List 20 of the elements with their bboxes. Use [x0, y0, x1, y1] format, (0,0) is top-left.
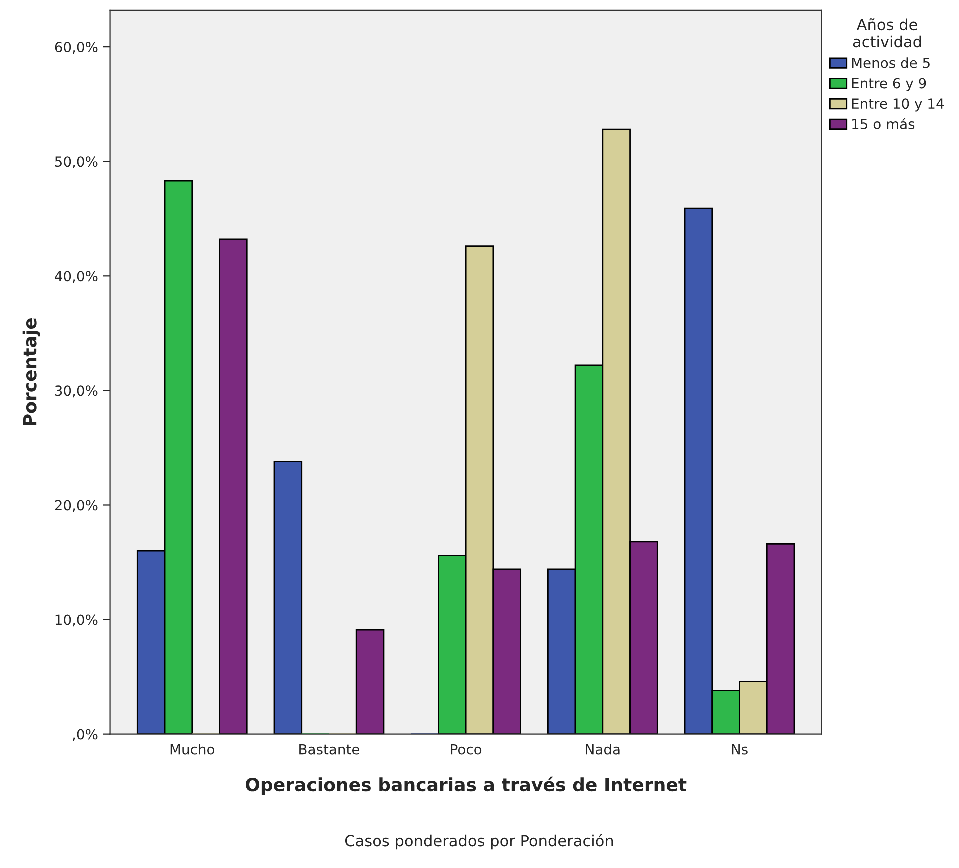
x-tick-label: Ns	[732, 744, 748, 755]
y-tick-label: 50,0%	[55, 156, 98, 169]
y-tick-label: 30,0%	[55, 386, 98, 398]
y-axis-title: Porcentaje	[22, 318, 40, 426]
legend-label: Menos de 5	[852, 58, 930, 68]
legend-label: Entre 10 y 14	[852, 98, 944, 112]
legend-label: Entre 6 y 9	[852, 78, 926, 92]
text: Casos ponderados por Ponderación	[345, 834, 614, 850]
y-tick-label: 60,0%	[55, 42, 98, 54]
x-tick-label: Bastante	[300, 744, 360, 755]
y-tick-label: 10,0%	[56, 614, 98, 627]
y-tick-label: 40,0%	[55, 271, 98, 284]
y-tick-label: ,0%	[73, 729, 98, 742]
x-tick-label: Mucho	[170, 744, 214, 755]
x-tick-label: Poco	[451, 744, 482, 755]
x-tick-label: Nada	[586, 744, 620, 755]
legend-label: 15 o más	[852, 118, 915, 130]
x-axis-title: Operaciones bancarias a través de Internet	[246, 776, 687, 796]
y-tick-label: 20,0%	[55, 500, 98, 512]
legend-title: Años de actividad	[853, 18, 922, 48]
